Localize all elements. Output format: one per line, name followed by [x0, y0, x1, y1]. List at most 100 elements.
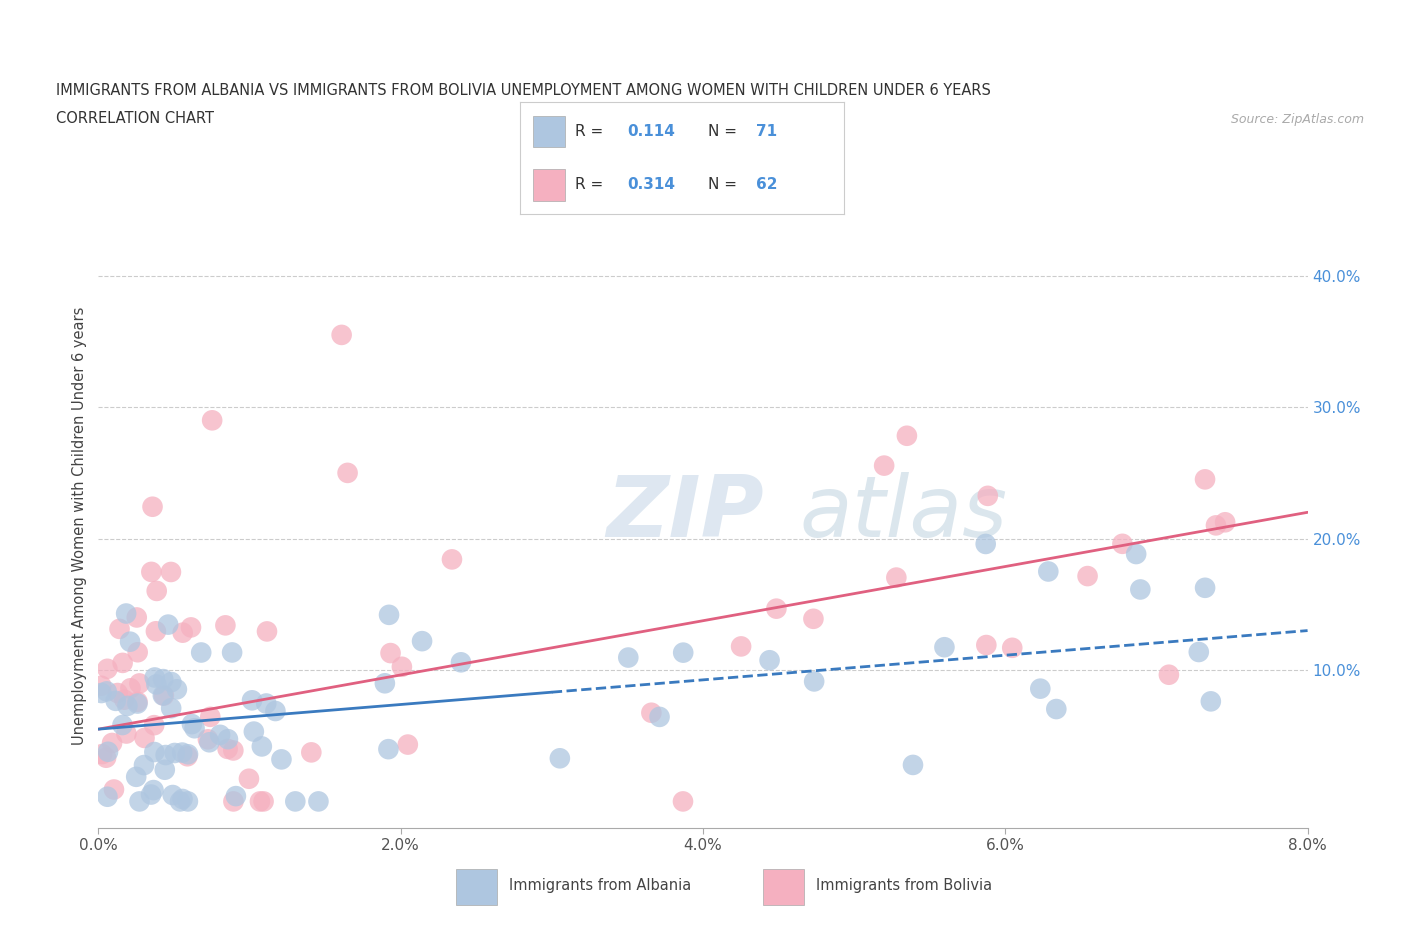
Point — [1125, 547, 1147, 562]
Point — [1029, 681, 1052, 696]
Point — [758, 653, 780, 668]
Text: R =: R = — [575, 124, 603, 139]
Point — [221, 645, 243, 660]
Point — [896, 429, 918, 444]
Point — [177, 747, 200, 762]
Point — [127, 695, 149, 710]
Point — [672, 794, 695, 809]
Bar — [533, 169, 565, 201]
Bar — [533, 115, 565, 147]
Point — [225, 789, 247, 804]
Point — [548, 751, 571, 765]
Point — [1194, 580, 1216, 595]
Point — [111, 656, 134, 671]
Point — [111, 718, 134, 733]
Point — [901, 758, 924, 773]
Point — [160, 565, 183, 579]
Point — [115, 606, 138, 621]
Point — [209, 727, 232, 742]
Point — [162, 788, 184, 803]
Text: ZIP: ZIP — [606, 472, 763, 555]
Text: 0.114: 0.114 — [627, 124, 675, 139]
Point — [377, 742, 399, 757]
Bar — [763, 869, 804, 905]
Point — [181, 717, 204, 732]
Point — [169, 794, 191, 809]
Point — [1129, 582, 1152, 597]
Point — [145, 677, 167, 692]
Point — [176, 749, 198, 764]
Point — [141, 565, 163, 579]
Point — [143, 718, 166, 733]
Text: IMMIGRANTS FROM ALBANIA VS IMMIGRANTS FROM BOLIVIA UNEMPLOYMENT AMONG WOMEN WITH: IMMIGRANTS FROM ALBANIA VS IMMIGRANTS FR… — [56, 83, 991, 98]
Point — [139, 787, 162, 802]
Point — [803, 674, 825, 689]
Text: 62: 62 — [756, 178, 778, 193]
Point — [378, 607, 401, 622]
Point — [177, 794, 200, 809]
Point — [765, 601, 787, 616]
Point — [94, 751, 117, 765]
Point — [977, 488, 1000, 503]
Point — [160, 700, 183, 715]
Point — [96, 790, 118, 804]
Point — [256, 624, 278, 639]
Point — [128, 676, 150, 691]
Point — [1045, 701, 1067, 716]
Point — [90, 685, 112, 700]
Point — [391, 659, 413, 674]
Point — [163, 746, 186, 761]
Point — [200, 710, 222, 724]
Point — [730, 639, 752, 654]
Point — [803, 611, 825, 626]
Point — [217, 741, 239, 756]
Point — [264, 704, 287, 719]
Point — [172, 745, 194, 760]
Point — [142, 783, 165, 798]
Point — [648, 710, 671, 724]
Point — [974, 537, 997, 551]
Point — [249, 794, 271, 809]
Point — [197, 732, 219, 747]
Point — [157, 618, 180, 632]
Point — [128, 794, 150, 809]
Point — [198, 735, 221, 750]
Point — [380, 645, 402, 660]
Point — [160, 674, 183, 689]
Text: 71: 71 — [756, 124, 778, 139]
Point — [934, 640, 956, 655]
Point — [1111, 537, 1133, 551]
Point — [270, 752, 292, 767]
Point — [330, 327, 353, 342]
Point — [440, 551, 463, 566]
Point — [97, 744, 120, 759]
Text: Immigrants from Bolivia: Immigrants from Bolivia — [815, 878, 993, 894]
Point — [243, 724, 266, 739]
Point — [336, 465, 359, 480]
Point — [141, 499, 163, 514]
Point — [183, 721, 205, 736]
Point — [145, 624, 167, 639]
Point — [222, 794, 245, 809]
Point — [252, 794, 274, 809]
Point — [153, 763, 176, 777]
Point — [153, 688, 176, 703]
Point — [96, 661, 118, 676]
Point — [172, 791, 194, 806]
Text: atlas: atlas — [800, 472, 1008, 555]
Point — [172, 625, 194, 640]
Point — [120, 634, 142, 649]
Point — [112, 692, 135, 707]
Point — [374, 676, 396, 691]
Point — [1157, 668, 1180, 683]
Point — [307, 794, 329, 809]
Point — [103, 782, 125, 797]
Point — [873, 458, 896, 473]
Point — [145, 583, 167, 598]
Point — [117, 698, 139, 713]
Text: R =: R = — [575, 178, 603, 193]
Point — [101, 736, 124, 751]
Point — [672, 645, 695, 660]
Point — [120, 681, 142, 696]
Point — [180, 620, 202, 635]
